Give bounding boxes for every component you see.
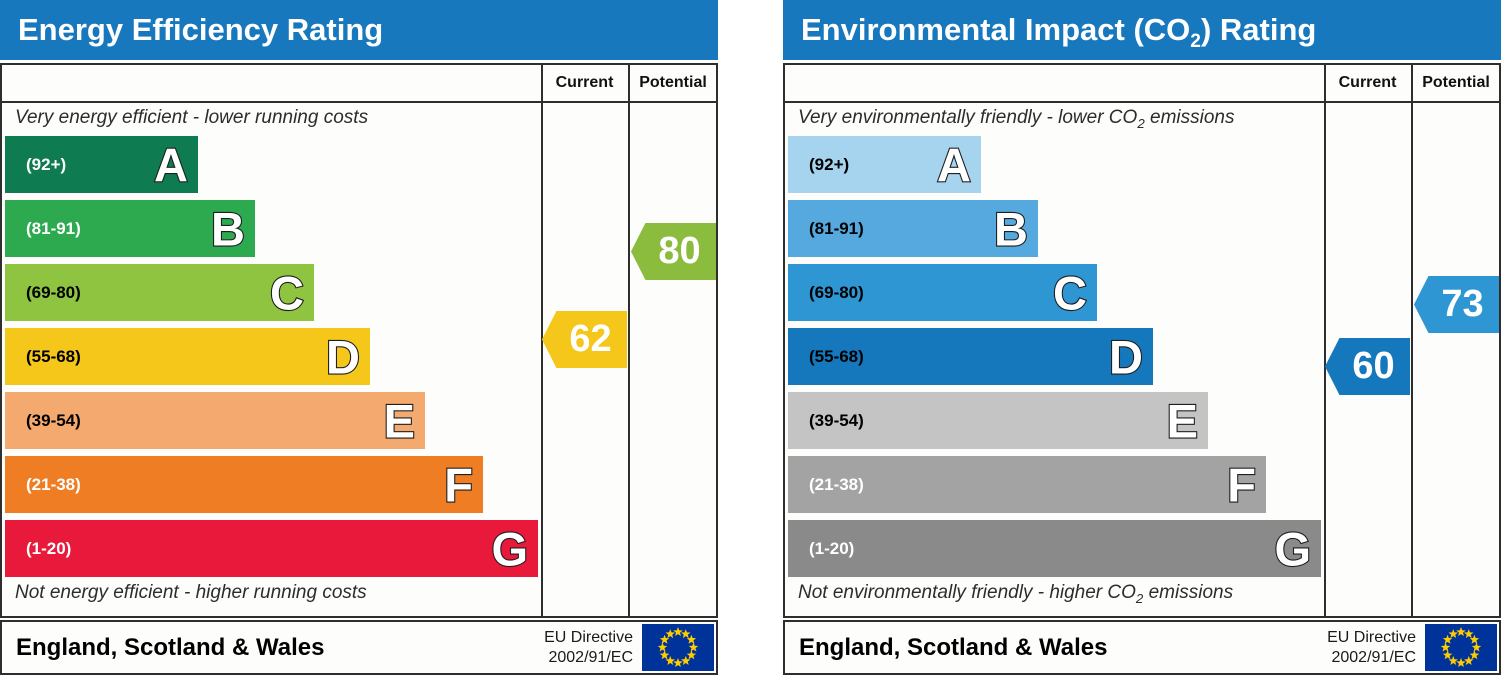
energy-efficiency-panel: Energy Efficiency Rating Current Potenti… — [0, 0, 718, 675]
band-row-f: (21-38) F — [788, 456, 1321, 513]
band-row-b: (81-91) B — [5, 200, 538, 257]
band-letter: A — [153, 138, 189, 191]
bottom-caption: Not environmentally friendly - higher CO… — [798, 582, 1234, 606]
band-letter: C — [269, 266, 305, 319]
band-letter: F — [1226, 458, 1257, 511]
region-label: England, Scotland & Wales — [16, 633, 325, 661]
bands-container: (92+) A (81-91) B (69-80) C (55-68) D (39-54) E (2… — [5, 136, 538, 584]
band-range-label: (1-20) — [809, 538, 855, 558]
potential-rating-arrow: 80 — [631, 223, 716, 280]
current-rating-value: 62 — [569, 318, 612, 360]
band-row-g: (1-20) G — [788, 520, 1321, 577]
current-column-header: Current — [555, 74, 614, 91]
current-rating-arrow: 62 — [542, 311, 627, 368]
band-letter: B — [210, 202, 246, 255]
band-bar-c: (69-80) C — [5, 264, 314, 321]
band-row-d: (55-68) D — [5, 328, 538, 385]
bottom-caption: Not energy efficient - higher running co… — [15, 582, 367, 603]
band-bar-f: (21-38) F — [5, 456, 483, 513]
band-bar-e: (39-54) E — [788, 392, 1208, 449]
current-rating-value: 60 — [1352, 345, 1395, 387]
panel-title-text: Environmental Impact (CO — [801, 12, 1191, 47]
band-range-label: (39-54) — [809, 410, 864, 430]
potential-rating-arrow: 73 — [1414, 276, 1499, 333]
band-row-a: (92+) A — [788, 136, 1321, 193]
potential-column-header: Potential — [639, 74, 707, 91]
potential-column-divider — [628, 65, 630, 616]
band-range-label: (69-80) — [26, 282, 81, 302]
band-range-label: (69-80) — [809, 282, 864, 302]
band-bar-a: (92+) A — [5, 136, 198, 193]
current-column-divider — [541, 65, 543, 616]
band-letter: F — [443, 458, 474, 511]
band-bar-b: (81-91) B — [5, 200, 255, 257]
potential-rating-value: 73 — [1441, 283, 1484, 325]
band-range-label: (55-68) — [809, 346, 864, 366]
band-bar-b: (81-91) B — [788, 200, 1038, 257]
band-range-label: (39-54) — [26, 410, 81, 430]
potential-column-header: Potential — [1422, 74, 1490, 91]
panel-title-suffix: ) Rating — [1200, 12, 1317, 47]
band-row-d: (55-68) D — [788, 328, 1321, 385]
band-letter: G — [1273, 522, 1312, 575]
environmental-impact-panel: Environmental Impact (CO2) Rating Curren… — [783, 0, 1501, 675]
band-row-b: (81-91) B — [788, 200, 1321, 257]
band-range-label: (81-91) — [26, 218, 81, 238]
eu-flag-icon — [1425, 624, 1497, 671]
current-column-divider — [1324, 65, 1326, 616]
band-bar-d: (55-68) D — [5, 328, 370, 385]
band-range-label: (21-38) — [26, 474, 81, 494]
band-bar-c: (69-80) C — [788, 264, 1097, 321]
band-letter: D — [325, 330, 361, 383]
band-row-e: (39-54) E — [788, 392, 1321, 449]
band-range-label: (81-91) — [809, 218, 864, 238]
band-range-label: (92+) — [26, 154, 67, 174]
potential-column-divider — [1411, 65, 1413, 616]
current-rating-arrow: 60 — [1325, 338, 1410, 395]
eu-directive-label: EU Directive 2002/91/EC — [544, 629, 633, 666]
panel-title-subscript: 2 — [1190, 31, 1201, 53]
band-range-label: (21-38) — [809, 474, 864, 494]
band-range-label: (92+) — [809, 154, 850, 174]
footer: England, Scotland & Wales EU Directive 2… — [783, 620, 1501, 675]
rating-chart: Current Potential Very environmentally f… — [783, 63, 1501, 618]
band-range-label: (1-20) — [26, 538, 72, 558]
band-row-e: (39-54) E — [5, 392, 538, 449]
band-letter: B — [993, 202, 1029, 255]
column-header-row: Current Potential — [785, 65, 1499, 103]
band-letter: C — [1052, 266, 1088, 319]
band-range-label: (55-68) — [26, 346, 81, 366]
band-bar-f: (21-38) F — [788, 456, 1266, 513]
environmental-impact-title-bar: Environmental Impact (CO2) Rating — [783, 0, 1501, 60]
column-header-row: Current Potential — [2, 65, 716, 103]
band-bar-d: (55-68) D — [788, 328, 1153, 385]
footer: England, Scotland & Wales EU Directive 2… — [0, 620, 718, 675]
top-caption: Very environmentally friendly - lower CO… — [798, 107, 1235, 131]
region-label: England, Scotland & Wales — [799, 633, 1108, 661]
energy-efficiency-title-bar: Energy Efficiency Rating — [0, 0, 718, 60]
eu-flag-icon — [642, 624, 714, 671]
band-row-c: (69-80) C — [788, 264, 1321, 321]
band-row-f: (21-38) F — [5, 456, 538, 513]
band-letter: A — [936, 138, 972, 191]
band-bar-a: (92+) A — [788, 136, 981, 193]
top-caption: Very energy efficient - lower running co… — [15, 107, 369, 128]
bands-container: (92+) A (81-91) B (69-80) C (55-68) D (39-54) E (2… — [788, 136, 1321, 584]
eu-directive-label: EU Directive 2002/91/EC — [1327, 629, 1416, 666]
band-letter: E — [1166, 394, 1200, 447]
band-letter: E — [383, 394, 417, 447]
band-bar-g: (1-20) G — [788, 520, 1321, 577]
band-bar-e: (39-54) E — [5, 392, 425, 449]
band-letter: D — [1108, 330, 1144, 383]
band-bar-g: (1-20) G — [5, 520, 538, 577]
current-column-header: Current — [1338, 74, 1397, 91]
band-row-g: (1-20) G — [5, 520, 538, 577]
panel-title-text: Energy Efficiency Rating — [18, 12, 384, 47]
band-letter: G — [490, 522, 529, 575]
potential-rating-value: 80 — [658, 230, 701, 272]
band-row-c: (69-80) C — [5, 264, 538, 321]
band-row-a: (92+) A — [5, 136, 538, 193]
